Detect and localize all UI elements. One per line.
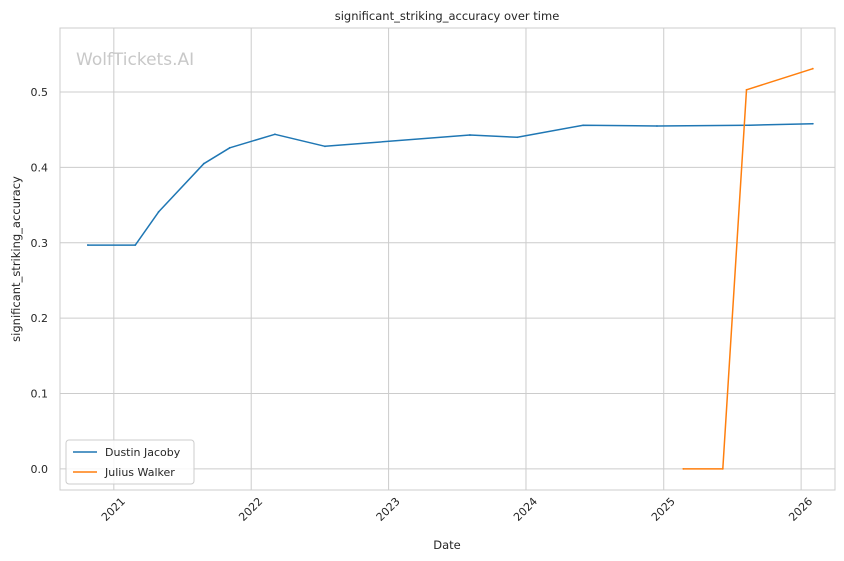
data-point-dustin-jacoby-2 [157, 210, 160, 213]
data-point-dustin-jacoby-11 [748, 124, 751, 127]
legend-label-dustin-jacoby: Dustin Jacoby [105, 446, 181, 459]
y-tick-label-0: 0.0 [31, 463, 49, 476]
series-line-julius-walker [682, 67, 814, 470]
y-tick-label-3: 0.3 [31, 237, 49, 250]
watermark-logo: WolfTickets.AI [76, 50, 194, 70]
y-tick-label-2: 0.2 [31, 312, 49, 325]
plot-area [59, 27, 836, 491]
data-point-dustin-jacoby-7 [468, 134, 471, 136]
data-point-dustin-jacoby-3 [202, 162, 205, 165]
data-point-dustin-jacoby-10 [656, 125, 658, 127]
data-point-julius-walker-2 [745, 88, 748, 91]
y-tick-label-1: 0.1 [31, 388, 49, 401]
x-tick-label-0: 2021 [99, 495, 128, 524]
x-tick-label-2: 2023 [374, 495, 403, 524]
y-tick-label-4: 0.4 [31, 161, 49, 174]
legend: Dustin Jacoby Julius Walker [65, 439, 195, 485]
data-point-dustin-jacoby-0 [86, 244, 89, 246]
x-tick-label-5: 2026 [786, 495, 815, 524]
x-axis-label: Date [433, 538, 461, 552]
series-lines [86, 67, 814, 470]
x-tick-label-4: 2025 [649, 495, 678, 524]
legend-box [65, 439, 195, 485]
grid [60, 28, 835, 490]
data-point-dustin-jacoby-6 [324, 145, 326, 148]
data-point-dustin-jacoby-1 [134, 244, 137, 246]
data-point-julius-walker-0 [682, 467, 685, 470]
legend-label-julius-walker: Julius Walker [104, 466, 175, 479]
data-point-dustin-jacoby-9 [582, 124, 585, 127]
data-point-dustin-jacoby-5 [274, 133, 276, 136]
x-tick-label-1: 2022 [236, 495, 265, 524]
data-point-julius-walker-1 [721, 467, 724, 470]
data-point-dustin-jacoby-4 [228, 146, 231, 149]
data-point-julius-walker-3 [811, 67, 814, 70]
chart-title: significant_striking_accuracy over time [335, 9, 560, 23]
data-point-dustin-jacoby-8 [516, 136, 519, 139]
x-tick-label-3: 2024 [511, 495, 540, 524]
y-tick-label-5: 0.5 [31, 86, 49, 99]
data-point-dustin-jacoby-12 [811, 122, 814, 125]
y-axis-label: significant_striking_accuracy [9, 176, 23, 342]
